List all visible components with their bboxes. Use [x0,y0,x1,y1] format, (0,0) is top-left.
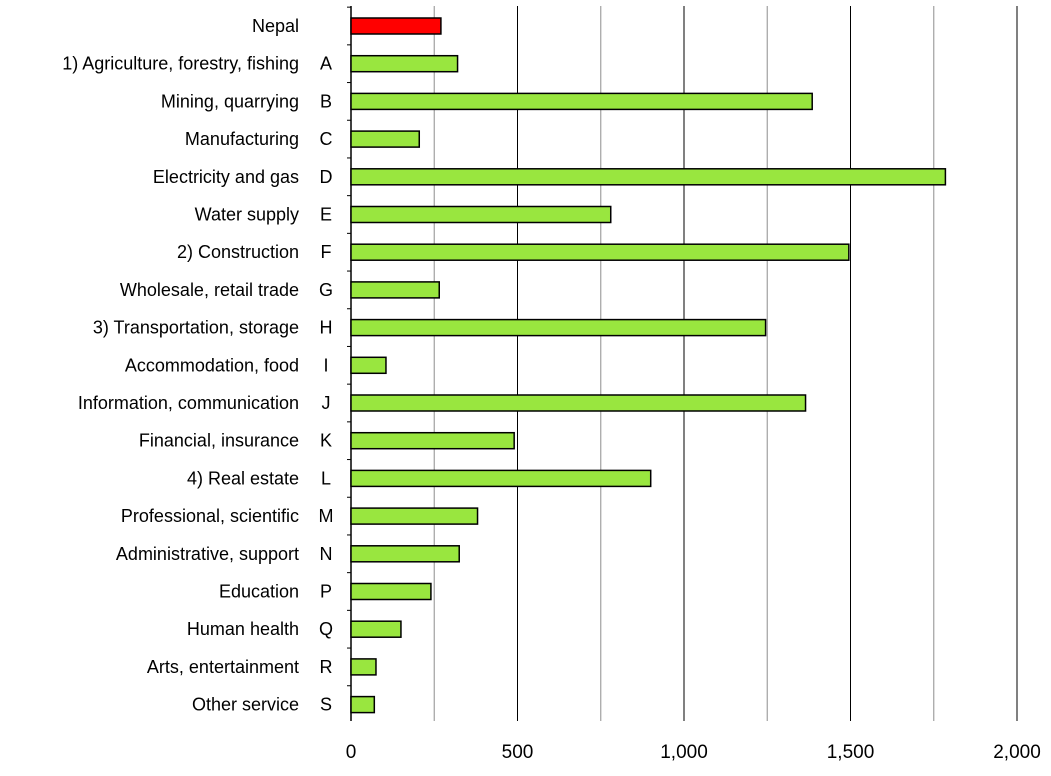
category-label: Wholesale, retail trade [120,280,299,300]
category-label: Nepal [252,16,299,36]
bar [350,394,807,412]
category-code: K [320,431,332,451]
x-tick-label: 1,500 [827,742,875,763]
category-label: Professional, scientific [121,506,299,526]
bar [350,356,387,375]
bar [350,318,767,337]
bar [350,507,479,525]
bar [350,545,460,563]
bar [350,620,402,638]
category-label: Other service [192,695,299,715]
category-code: Q [319,619,333,639]
category-code: F [321,242,332,262]
category-code: G [319,280,333,300]
category-code: J [322,393,331,413]
bar [350,54,459,73]
category-code: R [320,657,333,677]
category-label: Information, communication [78,393,299,413]
x-tick-label: 1,000 [660,742,708,763]
category-code: P [320,582,332,602]
category-code: B [320,91,332,111]
bar [350,431,515,450]
category-label: Mining, quarrying [161,91,299,111]
category-label: Education [219,582,299,602]
category-label: Financial, insurance [139,431,299,451]
bar [350,695,376,714]
category-label: Manufacturing [185,129,299,149]
category-label: 4) Real estate [187,468,299,488]
x-tick-label: 500 [502,742,534,763]
bar [350,243,850,261]
category-code: S [320,695,332,715]
bar [350,582,432,601]
category-code: C [320,129,333,149]
category-code: H [320,318,333,338]
category-code: L [321,468,331,488]
category-code: M [319,506,334,526]
category-code: I [323,355,328,375]
category-code: D [320,167,333,187]
x-tick-label: 0 [346,742,357,763]
bar [350,658,377,676]
bar [350,92,813,111]
category-code: N [320,544,333,564]
category-label: 1) Agriculture, forestry, fishing [62,54,299,74]
category-label: Electricity and gas [153,167,299,187]
category-label: 2) Construction [177,242,299,262]
category-label: Human health [187,619,299,639]
category-label: 3) Transportation, storage [93,318,299,338]
bar [350,130,421,148]
bar [350,469,652,488]
bar-nepal [350,17,442,35]
bar [350,281,440,299]
bar [350,168,947,186]
category-label: Water supply [195,205,299,225]
x-tick-label: 2,000 [993,742,1041,763]
category-code: E [320,205,332,225]
bar [350,205,612,224]
category-code: A [320,54,332,74]
category-label: Arts, entertainment [147,657,299,677]
category-label: Accommodation, food [125,355,299,375]
category-label: Administrative, support [116,544,299,564]
